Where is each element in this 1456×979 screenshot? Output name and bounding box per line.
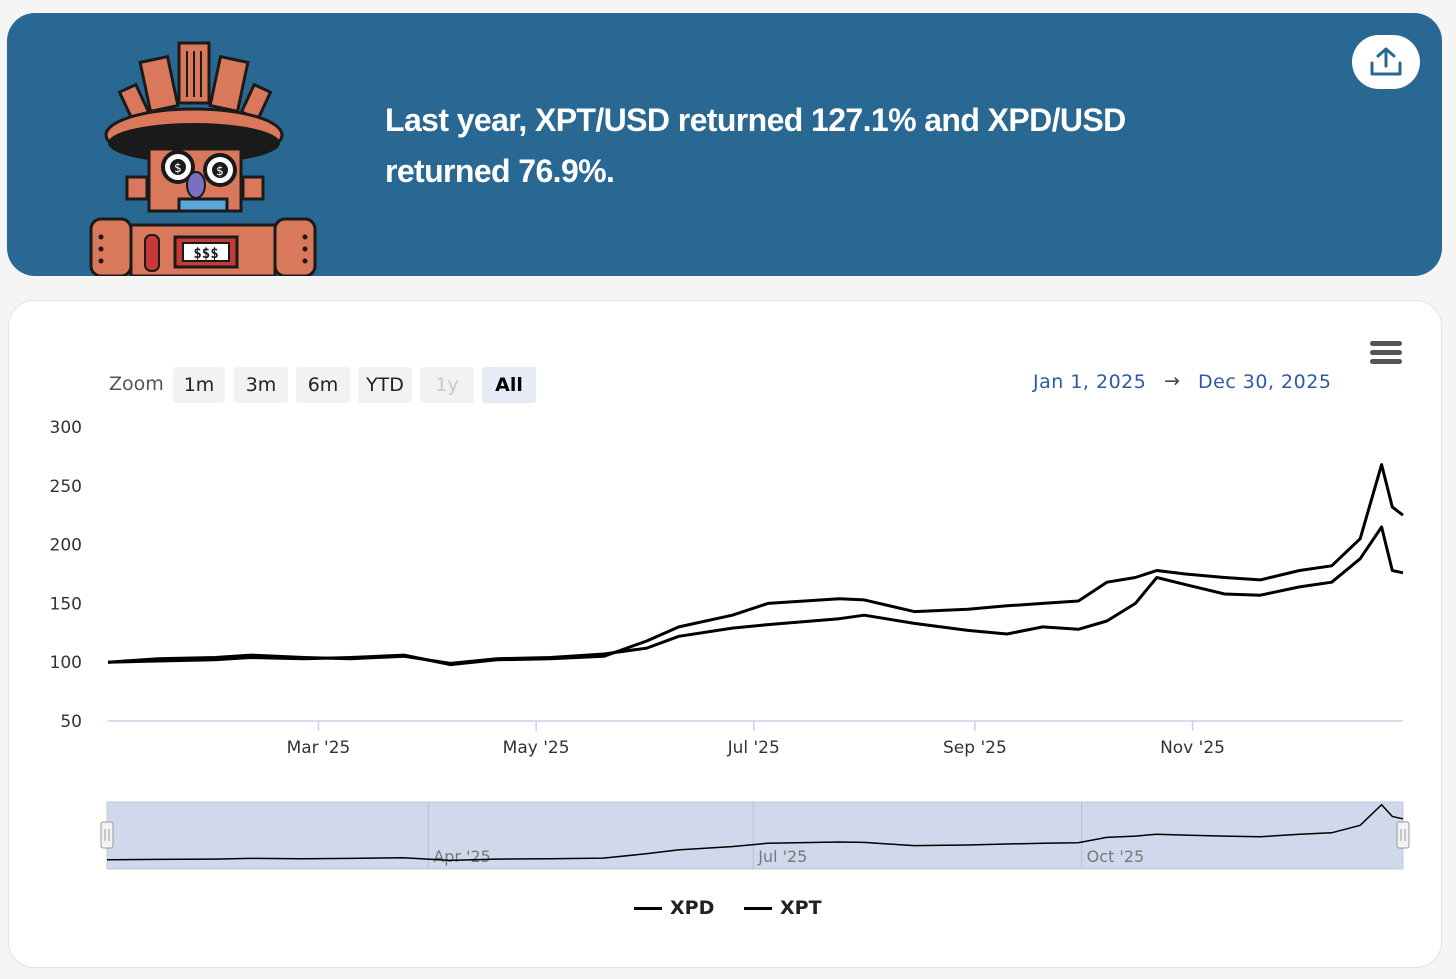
series-line-xpd — [107, 525, 1404, 665]
x-tick-label: Jul '25 — [727, 738, 780, 758]
summary-banner: $ $ $$$ Last year, XPT/USD returned 127.… — [7, 13, 1442, 276]
series-line-xpt — [107, 463, 1404, 667]
range-from-date[interactable]: Jan 1, 2025 — [1033, 371, 1147, 393]
zoom-6m-button[interactable]: 6m — [296, 367, 350, 403]
y-tick-label: 100 — [50, 653, 82, 673]
legend-label: XPT — [780, 897, 822, 919]
headline-line-1: Last year, XPT/USD returned 127.1% and X… — [385, 102, 1126, 138]
zoom-ytd-button[interactable]: YTD — [358, 367, 412, 403]
range-arrow: → — [1164, 370, 1180, 392]
y-tick-label: 50 — [60, 712, 82, 732]
navigator-handle-right[interactable] — [1396, 821, 1410, 849]
headline: Last year, XPT/USD returned 127.1% and X… — [385, 95, 1205, 197]
svg-text:$: $ — [216, 164, 224, 178]
x-tick-label: Sep '25 — [943, 738, 1007, 758]
navigator-handle-left[interactable] — [100, 821, 114, 849]
navigator-tick-label: Apr '25 — [433, 847, 491, 866]
zoom-3m-button[interactable]: 3m — [234, 367, 288, 403]
zoom-label: Zoom — [109, 373, 164, 395]
hamburger-menu-icon[interactable] — [1370, 341, 1402, 367]
navigator-tick-label: Jul '25 — [757, 847, 807, 866]
legend-item-xpt[interactable]: XPT — [744, 897, 822, 919]
share-button[interactable] — [1352, 35, 1420, 89]
legend-swatch — [744, 906, 772, 910]
y-tick-label: 200 — [50, 536, 82, 556]
y-tick-label: 300 — [50, 418, 82, 438]
y-tick-label: 150 — [50, 594, 82, 614]
y-tick-label: 250 — [50, 477, 82, 497]
svg-text:$: $ — [174, 161, 182, 175]
range-to-date[interactable]: Dec 30, 2025 — [1198, 371, 1332, 393]
navigator-series-line — [106, 803, 1404, 862]
svg-text:$$$: $$$ — [193, 246, 218, 262]
legend-swatch — [634, 906, 662, 910]
x-tick-label: Nov '25 — [1160, 738, 1225, 758]
navigator-tick-label: Oct '25 — [1087, 847, 1145, 866]
x-tick-label: May '25 — [503, 738, 570, 758]
legend-label: XPD — [670, 897, 715, 919]
zoom-all-button[interactable]: All — [482, 367, 536, 403]
headline-line-2: returned 76.9%. — [385, 153, 615, 189]
legend-item-xpd[interactable]: XPD — [634, 897, 714, 919]
x-tick-label: Mar '25 — [287, 738, 351, 758]
zoom-1m-button[interactable]: 1m — [173, 367, 225, 403]
upload-icon — [1370, 47, 1402, 76]
zoom-1y-button: 1y — [420, 367, 474, 403]
robot-mascot-illustration: $ $ $$$ — [89, 41, 317, 276]
